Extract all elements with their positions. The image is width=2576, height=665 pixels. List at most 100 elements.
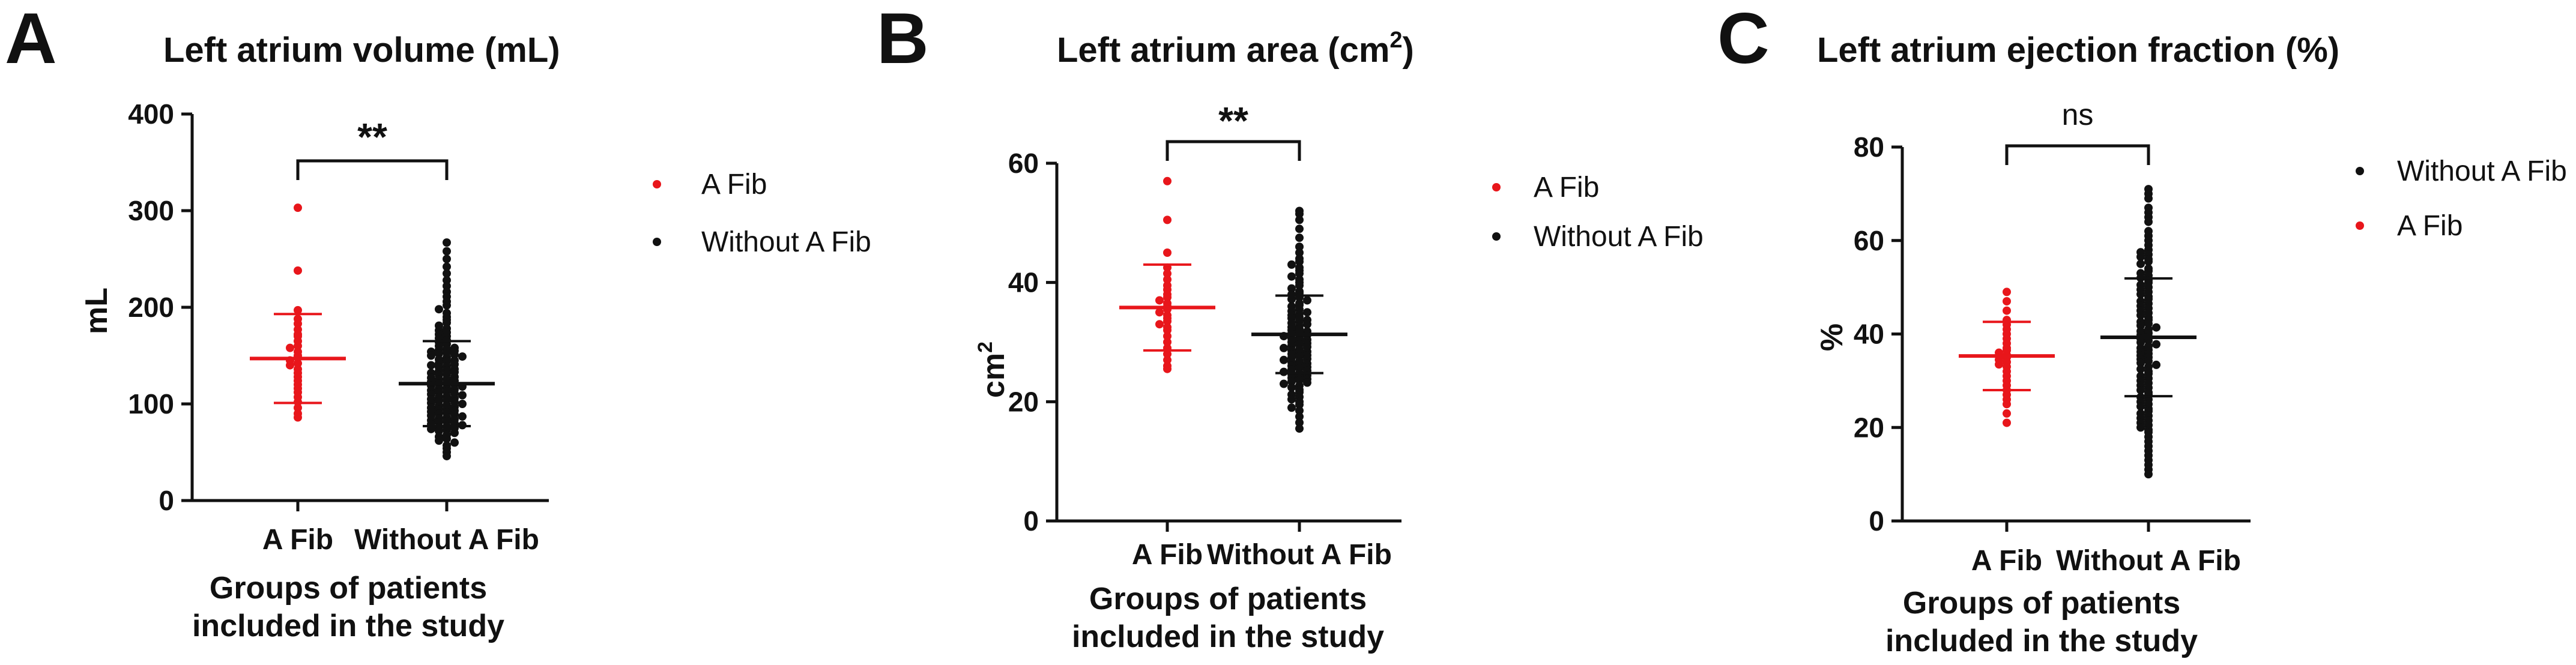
significance-marker: ** (357, 115, 387, 158)
data-point (1295, 242, 1304, 251)
data-point (2136, 402, 2145, 411)
data-point (1155, 296, 1164, 305)
legend-label: A Fib (701, 169, 767, 200)
data-point (1295, 281, 1304, 290)
data-point (458, 391, 467, 400)
data-point (1287, 284, 1296, 293)
data-point (294, 266, 302, 275)
category-label-without-a-fib: Without A Fib (2056, 545, 2241, 577)
data-point (1287, 260, 1296, 269)
data-point (458, 400, 467, 408)
y-tick-label: 60 (1008, 148, 1039, 179)
data-point (1287, 383, 1296, 392)
data-point (2144, 194, 2153, 203)
data-point (1287, 272, 1296, 281)
data-point (443, 247, 451, 256)
panel-title: Left atrium ejection fraction (%) (1817, 31, 2339, 70)
significance-bracket (1166, 140, 1301, 161)
data-point (2136, 253, 2145, 262)
category-label-without-a-fib: Without A Fib (1207, 539, 1392, 571)
data-point (2003, 418, 2011, 427)
y-tick-label: 40 (1008, 267, 1039, 298)
y-axis-label: % (1815, 323, 1849, 351)
legend: A Fib Without A Fib (653, 169, 871, 258)
y-tick-label: 400 (128, 98, 174, 130)
data-point (450, 438, 459, 447)
data-point (1295, 209, 1304, 218)
data-point (2144, 470, 2153, 479)
data-point (1163, 349, 1172, 358)
y-tick-label: 0 (159, 485, 174, 516)
y-tick-label: 200 (128, 292, 174, 323)
panel-title: Left atrium volume (mL) (163, 31, 560, 70)
data-point (1303, 296, 1311, 305)
data-point (1163, 364, 1172, 373)
data-point (2003, 400, 2011, 409)
data-point (2136, 290, 2145, 299)
significance-marker: ns (2062, 98, 2094, 131)
y-tick-label: 80 (1854, 131, 1884, 163)
data-point (450, 350, 459, 359)
data-point (294, 413, 302, 422)
data-point (1995, 360, 2003, 369)
data-point (443, 238, 451, 247)
plot-area: 0 20 40 60 80 (1854, 131, 2251, 537)
data-point (1280, 379, 1288, 388)
legend-marker (1492, 183, 1501, 191)
data-point (443, 301, 451, 310)
data-point (450, 429, 459, 438)
data-point (435, 436, 443, 445)
category-label-a-fib: A Fib (1971, 545, 2042, 577)
data-point (435, 305, 443, 314)
category-label-a-fib: A Fib (262, 524, 333, 556)
data-point (1295, 215, 1304, 224)
data-point (443, 269, 451, 278)
category-label-a-fib: A Fib (1132, 539, 1203, 571)
data-point (2003, 287, 2011, 296)
significance-bracket (296, 159, 449, 180)
legend: Without A Fib A Fib (2356, 155, 2567, 242)
panel-letter-a: A (5, 0, 57, 79)
x-axis-label-line-1: Groups of patients (1903, 586, 2180, 621)
panel-b: B Left atrium area (cm2) cm2 Groups of p… (877, 0, 1704, 654)
data-point (2144, 257, 2153, 266)
data-point (1163, 176, 1172, 185)
data-point (1295, 257, 1304, 266)
y-tick-label: 60 (1854, 225, 1884, 256)
significance-marker: ** (1218, 99, 1248, 142)
data-point (435, 427, 443, 436)
legend: A Fib Without A Fib (1492, 172, 1704, 253)
panel-c: C Left atrium ejection fraction (%) % Gr… (1717, 0, 2567, 658)
data-point (427, 361, 435, 370)
y-tick-label: 20 (1008, 386, 1039, 417)
legend-label: A Fib (1534, 172, 1599, 203)
data-point (443, 451, 451, 460)
legend-label: A Fib (2397, 210, 2463, 242)
data-point (2136, 358, 2145, 367)
legend-marker (653, 238, 661, 246)
data-point (2152, 360, 2160, 369)
data-point (1303, 308, 1311, 317)
data-point (1163, 355, 1172, 364)
data-point (1155, 320, 1164, 329)
data-point (1295, 412, 1304, 421)
data-point (1295, 424, 1304, 433)
data-point (2152, 340, 2160, 349)
y-tick-label: 0 (1023, 505, 1039, 537)
data-point (294, 403, 302, 412)
data-point (2136, 311, 2145, 320)
x-axis-label-line-2: included in the study (1885, 624, 2198, 658)
plot-area: 0 100 200 300 400 (128, 98, 549, 516)
legend-marker (2356, 167, 2364, 175)
data-point (443, 281, 451, 290)
data-point (294, 305, 302, 314)
data-point (1295, 418, 1304, 427)
data-point (1295, 233, 1304, 242)
data-point (427, 351, 435, 360)
data-point (1155, 308, 1164, 317)
significance-bracket (2005, 144, 2150, 165)
y-axis-label: cm2 (974, 342, 1011, 398)
x-axis-label-line-2: included in the study (1072, 619, 1384, 654)
x-axis-label-line-1: Groups of patients (1089, 582, 1367, 616)
